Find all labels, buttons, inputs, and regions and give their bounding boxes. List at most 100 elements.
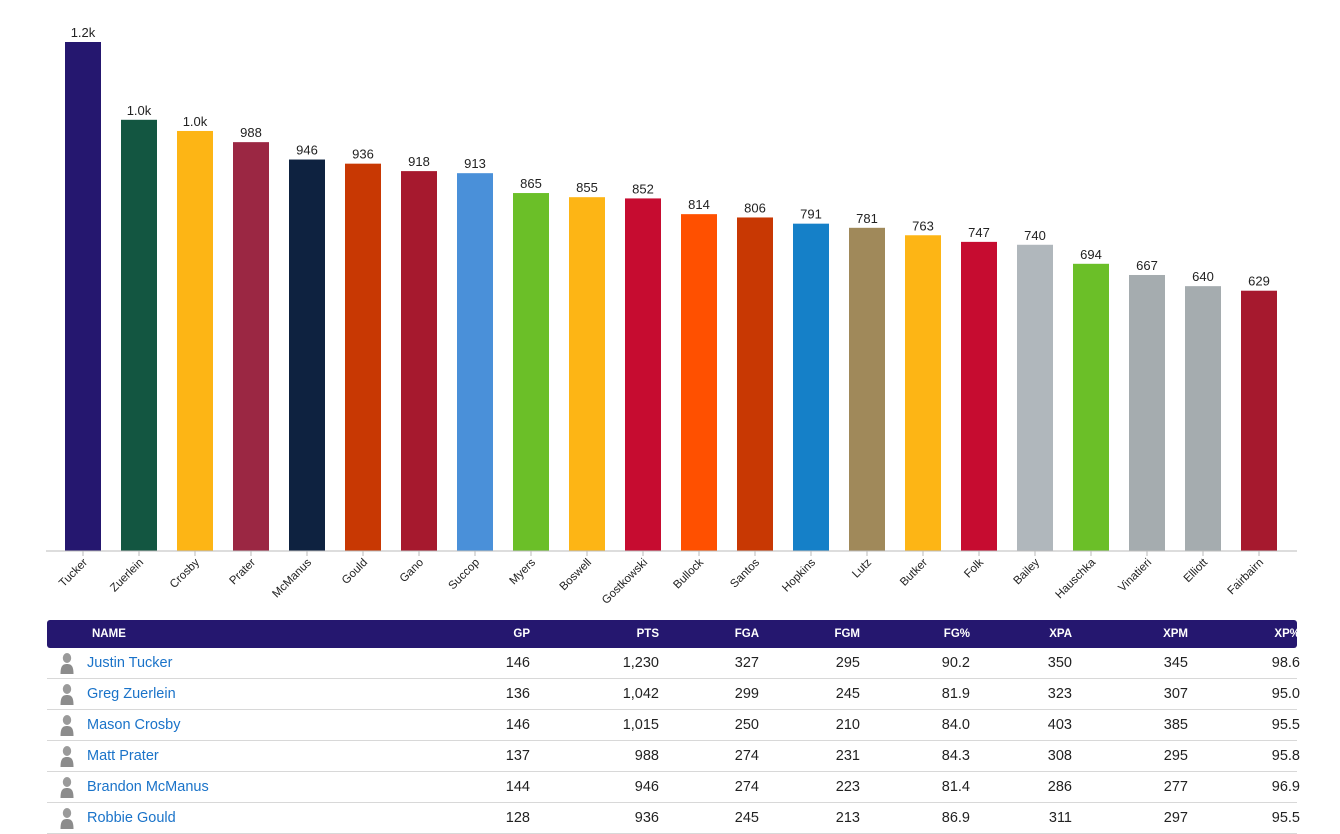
cell-xpa: 323: [1047, 686, 1072, 702]
cell-xpa: 286: [1047, 779, 1072, 795]
bar-lutz[interactable]: [849, 227, 885, 551]
cell-pts: 946: [634, 779, 659, 795]
x-axis-ticks: [82, 551, 1260, 556]
header-name[interactable]: NAME: [92, 628, 126, 640]
player-name-link[interactable]: Brandon McManus: [87, 779, 209, 795]
value-label: 865: [520, 176, 542, 191]
cell-fg-pct: 86.9: [941, 810, 970, 826]
bar-bailey[interactable]: [1017, 244, 1053, 552]
header-fga[interactable]: FGA: [734, 628, 759, 640]
bar-hopkins[interactable]: [793, 223, 829, 551]
cell-xp-pct: 98.6: [1271, 655, 1300, 671]
x-tick-label: Hopkins: [780, 556, 818, 594]
bar-bullock[interactable]: [681, 214, 717, 551]
cell-xp-pct: 95.5: [1271, 810, 1300, 826]
header-xpm[interactable]: XPM: [1163, 628, 1188, 640]
cell-xp-pct: 96.9: [1271, 779, 1300, 795]
header-fg-pct[interactable]: FG%: [943, 628, 970, 640]
player-photo: [47, 776, 87, 798]
cell-fga: 274: [734, 748, 759, 764]
cell-gp: 146: [505, 655, 530, 671]
value-label: 629: [1248, 274, 1270, 289]
cell-xpm: 295: [1163, 748, 1188, 764]
table-row: Robbie Gould 128 936 245 213 86.9 311 29…: [47, 803, 1300, 834]
cell-xpa: 350: [1047, 655, 1072, 671]
table-row: Matt Prater 137 988 274 231 84.3 308 295…: [47, 741, 1300, 772]
table-row: Greg Zuerlein 136 1,042 299 245 81.9 323…: [47, 679, 1300, 710]
cell-pts: 1,015: [622, 717, 659, 733]
bar-gostkowski[interactable]: [625, 198, 661, 552]
value-label: 1.0k: [127, 103, 152, 118]
cell-fgm: 245: [835, 686, 860, 702]
bar-elliott[interactable]: [1185, 286, 1221, 551]
player-avatar-icon: [60, 653, 74, 674]
player-name-link[interactable]: Matt Prater: [87, 748, 159, 764]
value-label: 946: [296, 143, 318, 158]
x-tick-label: Boswell: [558, 557, 595, 594]
x-tick-label: Zuerlein: [108, 557, 146, 595]
value-label: 781: [856, 211, 878, 226]
bar-zuerlein[interactable]: [121, 119, 157, 551]
bar-prater[interactable]: [233, 142, 269, 551]
table-row: Mason Crosby 146 1,015 250 210 84.0 403 …: [47, 710, 1300, 741]
bar-santos[interactable]: [737, 217, 773, 552]
cell-fg-pct: 84.3: [941, 748, 970, 764]
x-tick-label: McManus: [270, 556, 314, 600]
value-label: 1.2k: [71, 25, 96, 40]
player-name-link[interactable]: Greg Zuerlein: [87, 686, 176, 702]
cell-fgm: 295: [835, 655, 860, 671]
player-avatar-icon: [60, 777, 74, 798]
bar-vinatieri[interactable]: [1129, 274, 1165, 551]
cell-xpm: 277: [1163, 779, 1188, 795]
bar-crosby[interactable]: [177, 130, 213, 551]
player-name-link[interactable]: Mason Crosby: [87, 717, 181, 733]
bar-succop[interactable]: [457, 173, 493, 551]
x-tick-label: Succop: [447, 557, 483, 593]
bar-mcmanus[interactable]: [289, 159, 325, 551]
player-avatar-icon: [60, 746, 74, 767]
x-tick-label: Myers: [507, 556, 538, 587]
cell-xpa: 311: [1048, 810, 1072, 826]
cell-xp-pct: 95.0: [1271, 686, 1300, 702]
header-gp[interactable]: GP: [513, 628, 530, 640]
header-xp-pct[interactable]: XP%: [1274, 628, 1300, 640]
header-pts[interactable]: PTS: [636, 628, 659, 640]
table-body: Justin Tucker 146 1,230 327 295 90.2 350…: [47, 648, 1300, 834]
x-tick-label: Bailey: [1011, 556, 1042, 587]
cell-fg-pct: 81.9: [941, 686, 970, 702]
bar-gould[interactable]: [345, 163, 381, 551]
player-name-link[interactable]: Justin Tucker: [87, 655, 173, 671]
x-tick-label: Tucker: [57, 557, 90, 590]
cell-fgm: 231: [835, 748, 860, 764]
value-label: 855: [576, 180, 598, 195]
x-tick-label: Fairbairn: [1226, 557, 1267, 598]
bar-folk[interactable]: [961, 241, 997, 551]
bars-group: [65, 42, 1277, 552]
value-label: 913: [464, 156, 486, 171]
value-label: 747: [968, 225, 990, 240]
player-name-link[interactable]: Robbie Gould: [87, 810, 176, 826]
bar-fairbairn[interactable]: [1241, 290, 1277, 551]
bar-boswell[interactable]: [569, 197, 605, 551]
cell-fgm: 213: [835, 810, 860, 826]
value-label: 988: [240, 125, 262, 140]
x-tick-label: Prater: [227, 557, 258, 588]
value-label: 806: [744, 200, 766, 215]
bar-myers[interactable]: [513, 193, 549, 551]
cell-pts: 936: [634, 810, 659, 826]
bar-hauschka[interactable]: [1073, 263, 1109, 551]
header-fgm[interactable]: FGM: [834, 628, 860, 640]
cell-xpm: 307: [1163, 686, 1188, 702]
value-labels: 1.2k 1.0k 1.0k 988 946 936 918 913 865 855 852 814 8…: [71, 25, 1270, 289]
bar-butker[interactable]: [905, 235, 941, 552]
player-photo: [47, 683, 87, 705]
cell-fga: 245: [734, 810, 759, 826]
player-photo: [47, 714, 87, 736]
bar-tucker[interactable]: [65, 42, 101, 551]
table-header: NAME GP PTS FGA FGM FG% XPA XPM XP%: [47, 620, 1300, 648]
table-row: Justin Tucker 146 1,230 327 295 90.2 350…: [47, 648, 1300, 679]
player-photo: [47, 745, 87, 767]
bar-gano[interactable]: [401, 171, 437, 552]
header-xpa[interactable]: XPA: [1049, 628, 1072, 640]
x-tick-label: Vinatieri: [1116, 557, 1154, 595]
